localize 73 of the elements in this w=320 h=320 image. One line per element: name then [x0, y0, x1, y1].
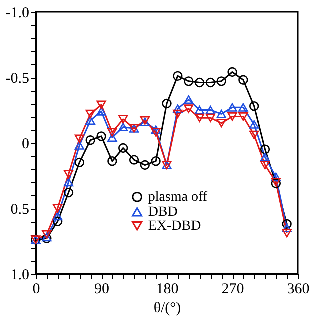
point: [250, 130, 260, 140]
point: [108, 133, 118, 142]
x-tick-label: 360: [287, 282, 310, 298]
point: [53, 216, 63, 226]
point: [216, 110, 226, 118]
point: [96, 132, 106, 142]
x-tick-label: 90: [94, 282, 110, 298]
point: [140, 160, 150, 170]
x-tick-label: 180: [156, 282, 179, 298]
point: [216, 119, 226, 128]
point: [228, 103, 238, 112]
point: [74, 134, 84, 144]
point: [74, 141, 84, 150]
point: [96, 107, 106, 116]
point: [206, 114, 216, 122]
point: [173, 104, 183, 114]
point: [173, 71, 183, 82]
point: [151, 126, 161, 134]
point: [282, 219, 292, 230]
point: [173, 110, 183, 118]
point: [206, 106, 216, 115]
point: [194, 114, 205, 122]
point: [184, 104, 194, 114]
point: [86, 116, 96, 126]
point: [194, 78, 205, 88]
point: [184, 76, 194, 86]
point: [238, 75, 248, 85]
point: [260, 153, 270, 162]
point: [64, 188, 74, 198]
point: [238, 112, 248, 122]
point: [151, 156, 161, 166]
point: [194, 106, 205, 115]
point: [250, 120, 260, 129]
x-axis-title: θ/(°): [154, 300, 182, 316]
legend-label: DBD: [148, 205, 178, 220]
point: [129, 155, 140, 165]
y-tick-label: 0.5: [10, 202, 30, 218]
x-tick-label: 0: [32, 282, 40, 298]
point: [271, 172, 281, 182]
y-tick-label: 1.0: [10, 268, 30, 284]
point: [86, 136, 96, 146]
point: [228, 112, 238, 122]
y-tick-label: -1.0: [6, 6, 30, 22]
point: [282, 229, 292, 238]
point: [108, 128, 118, 137]
point: [228, 67, 238, 78]
y-tick-label: 0: [22, 136, 30, 152]
point: [118, 115, 128, 124]
point: [118, 143, 128, 154]
point: [96, 100, 106, 110]
legend-label: plasma off: [148, 190, 208, 206]
point: [260, 144, 270, 154]
y-tick-label: -0.5: [6, 71, 30, 87]
point: [151, 128, 161, 137]
point: [260, 160, 270, 170]
point: [238, 103, 248, 112]
x-tick-label: 270: [222, 282, 244, 298]
point: [118, 123, 128, 132]
point: [206, 78, 216, 88]
point: [53, 204, 63, 213]
point: [250, 101, 260, 112]
point: [64, 178, 74, 187]
point: [184, 95, 194, 104]
point: [162, 98, 172, 109]
point: [216, 76, 226, 86]
point: [53, 212, 63, 221]
point: [42, 230, 52, 239]
point: [282, 224, 292, 232]
legend-label: EX-DBD: [148, 219, 202, 234]
point: [64, 170, 74, 179]
point: [86, 110, 96, 118]
point: [74, 158, 84, 168]
point: [108, 156, 118, 166]
